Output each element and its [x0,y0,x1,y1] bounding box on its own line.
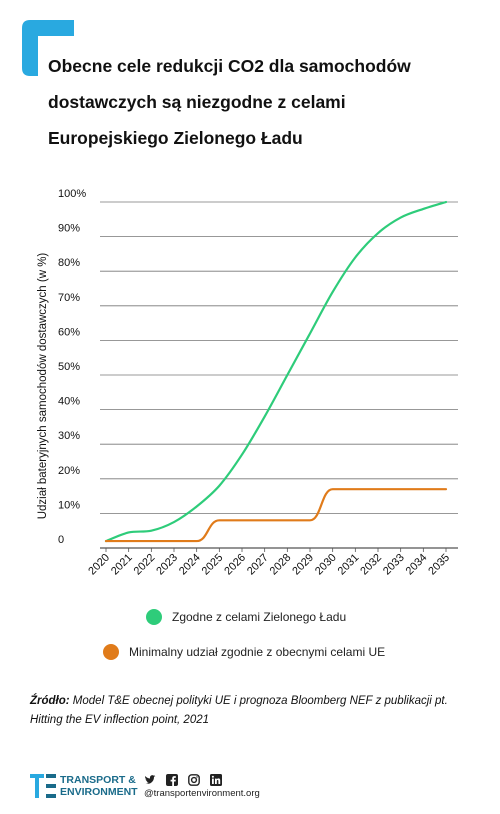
source-note: Źródło: Model T&E obecnej polityki UE i … [30,692,470,730]
te-logo-icon [30,774,56,798]
title-line-2: dostawczych są niezgodne z celami [48,92,346,112]
x-tick-label: 2027 [245,552,271,578]
x-axis-ticks: 2020202120222023202420252026202720282029… [86,548,452,577]
y-tick-label: 100% [58,188,86,200]
legend-label-green: Zgodne z celami Zielonego Ładu [172,610,347,624]
x-tick-label: 2020 [86,552,112,578]
x-tick-label: 2021 [109,552,135,578]
x-tick-label: 2023 [154,552,180,578]
source-prefix: Źródło: [30,695,70,707]
series-line-green-deal [104,200,448,543]
chart-series [104,200,448,543]
brand-name: TRANSPORT & ENVIRONMENT [60,774,138,798]
y-tick-label: 60% [58,326,80,338]
instagram-icon[interactable] [188,774,200,786]
x-tick-label: 2034 [404,552,430,578]
y-tick-label: 30% [58,430,80,442]
chart-grid [100,201,458,549]
x-tick-label: 2035 [426,552,452,578]
x-tick-label: 2031 [336,552,362,578]
legend-marker-green [146,609,162,625]
footer: TRANSPORT & ENVIRONMENT @transportenviro… [30,772,470,802]
brand-line-2: ENVIRONMENT [60,786,138,798]
website-handle[interactable]: @transportenvironment.org [144,788,260,799]
y-tick-label: 90% [58,223,80,235]
x-tick-label: 2033 [381,552,407,578]
y-axis-ticks: 0 10% 20% 30% 40% 50% 60% 70% 80% 90% 100% [58,188,86,546]
social-icons [144,774,222,786]
x-tick-label: 2029 [290,552,316,578]
twitter-icon[interactable] [144,774,156,786]
x-tick-label: 2025 [200,552,226,578]
title-line-1: Obecne cele redukcji CO2 dla samochodów [48,56,411,76]
series-line-eu-current [104,488,448,543]
x-tick-label: 2030 [313,552,339,578]
x-tick-label: 2028 [268,552,294,578]
y-tick-label: 40% [58,396,80,408]
page-title: Obecne cele redukcji CO2 dla samochodów … [48,48,478,156]
legend-item-eu-current: Minimalny udział zgodnie z obecnymi cela… [103,644,385,660]
x-tick-label: 2024 [177,552,203,578]
linkedin-icon[interactable] [210,774,222,786]
legend-label-orange: Minimalny udział zgodnie z obecnymi cela… [129,645,386,659]
x-tick-label: 2026 [222,552,248,578]
y-tick-label: 80% [58,257,80,269]
y-tick-label: 0 [58,534,64,546]
y-tick-label: 70% [58,292,80,304]
brand-line-1: TRANSPORT & [60,774,136,786]
y-tick-label: 20% [58,465,80,477]
x-tick-label: 2022 [132,552,158,578]
x-tick-label: 2032 [358,552,384,578]
y-tick-label: 10% [58,499,80,511]
y-tick-label: 50% [58,361,80,373]
legend-item-green-deal: Zgodne z celami Zielonego Ładu [146,609,346,625]
facebook-icon[interactable] [166,774,178,786]
corner-bracket-decoration [22,20,74,76]
line-chart: 010%20%30%40%50%60%70%80%90%100% 2020202… [37,188,458,577]
title-line-3: Europejskiego Zielonego Ładu [48,128,303,148]
legend-marker-orange [103,644,119,660]
y-axis-label: Udział bateryjnych samochodów dostawczyc… [37,253,49,520]
source-text: Model T&E obecnej polityki UE i prognoza… [30,695,448,726]
